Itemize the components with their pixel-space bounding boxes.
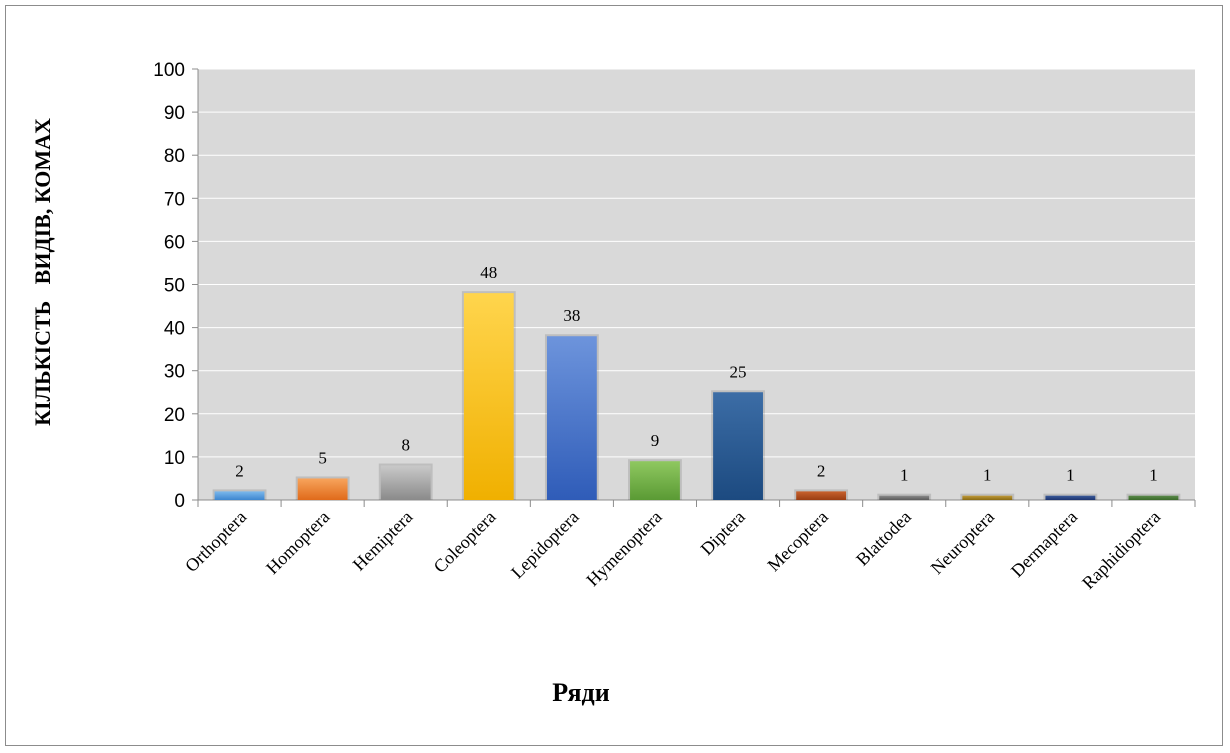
category-label: Neuroptera (927, 507, 998, 578)
category-label: Orthoptera (181, 507, 250, 576)
bar-blattodea (879, 495, 930, 500)
data-label: 2 (235, 461, 244, 480)
category-label: Dermaptera (1007, 507, 1081, 581)
bar-hemiptera (380, 465, 431, 500)
data-label: 1 (1149, 466, 1158, 485)
bar-diptera (713, 392, 763, 500)
data-label: 8 (401, 436, 410, 455)
category-label: Raphidioptera (1078, 507, 1164, 593)
category-label: Mecoptera (763, 507, 832, 576)
x-axis (197, 499, 1196, 507)
y-tick-label: 0 (174, 491, 185, 512)
data-label: 48 (480, 263, 497, 282)
data-label: 25 (730, 362, 747, 381)
y-tick-label: 50 (164, 276, 185, 297)
bar-lepidoptera (546, 336, 597, 500)
bar-hymenoptera (630, 461, 680, 500)
y-tick-label: 90 (164, 103, 185, 124)
category-label: Homoptera (262, 507, 333, 578)
bar-mecoptera (796, 491, 847, 500)
category-label: Hemiptera (349, 507, 417, 575)
gridlines (198, 68, 1195, 458)
bars (212, 291, 1181, 500)
bar-raphidioptera (1128, 495, 1179, 500)
bar-orthoptera (214, 491, 265, 500)
category-label: Diptera (697, 507, 749, 559)
bar-neuroptera (962, 495, 1013, 500)
data-label: 1 (900, 466, 909, 485)
y-tick-label: 10 (164, 448, 185, 469)
category-label: Blattodea (852, 507, 915, 570)
y-tick-label: 40 (164, 319, 185, 340)
bar-coleoptera (463, 293, 514, 500)
y-tick-label: 80 (164, 146, 185, 167)
y-tick-label: 20 (164, 405, 185, 426)
bar-homoptera (297, 478, 348, 500)
y-tick-label: 70 (164, 189, 185, 210)
data-label: 2 (817, 461, 826, 480)
y-axis: 0 10 20 30 40 50 60 70 80 90 100 (153, 60, 199, 512)
category-label: Hymenoptera (582, 507, 665, 590)
x-axis-title: Ряди (552, 678, 609, 707)
y-tick-label: 60 (164, 232, 185, 253)
data-label: 1 (1066, 466, 1075, 485)
bar-dermaptera (1045, 495, 1096, 500)
y-tick-label: 30 (164, 362, 185, 383)
data-label: 5 (318, 448, 327, 467)
data-label: 1 (983, 466, 992, 485)
data-label: 38 (563, 306, 580, 325)
category-labels: Orthoptera Homoptera Hemiptera Coleoptera Le… (181, 507, 1164, 593)
y-axis-title: КІЛЬКІСТЬ ВИДІВ, КОМАХ (30, 118, 55, 426)
category-label: Coleoptera (430, 507, 500, 577)
y-tick-label: 100 (153, 60, 185, 81)
data-label: 9 (651, 431, 660, 450)
category-label: Lepidoptera (507, 507, 583, 583)
